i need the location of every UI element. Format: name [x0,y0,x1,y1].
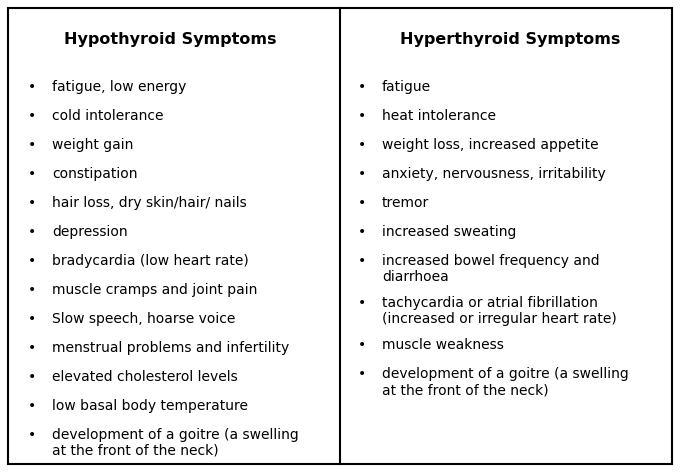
Text: •: • [358,80,367,94]
Text: tachycardia or atrial fibrillation: tachycardia or atrial fibrillation [382,296,598,310]
Text: hair loss, dry skin/hair/ nails: hair loss, dry skin/hair/ nails [52,196,247,210]
Text: •: • [28,283,36,297]
Text: •: • [358,254,367,268]
Text: fatigue: fatigue [382,80,431,94]
Text: •: • [358,296,367,310]
Text: •: • [28,167,36,181]
Text: bradycardia (low heart rate): bradycardia (low heart rate) [52,254,249,268]
Text: diarrhoea: diarrhoea [382,270,449,284]
Text: •: • [28,399,36,413]
Text: •: • [28,138,36,152]
Text: •: • [28,370,36,384]
Text: •: • [358,367,367,381]
Text: at the front of the neck): at the front of the neck) [382,383,549,397]
Text: muscle cramps and joint pain: muscle cramps and joint pain [52,283,257,297]
Text: elevated cholesterol levels: elevated cholesterol levels [52,370,238,384]
Text: increased bowel frequency and: increased bowel frequency and [382,254,600,268]
Text: tremor: tremor [382,196,429,210]
Text: development of a goitre (a swelling: development of a goitre (a swelling [52,428,299,442]
Text: muscle weakness: muscle weakness [382,338,504,352]
Text: •: • [28,341,36,355]
Text: •: • [28,109,36,123]
Text: anxiety, nervousness, irritability: anxiety, nervousness, irritability [382,167,606,181]
Text: •: • [358,196,367,210]
Text: cold intolerance: cold intolerance [52,109,163,123]
Text: Slow speech, hoarse voice: Slow speech, hoarse voice [52,312,235,326]
Text: Hyperthyroid Symptoms: Hyperthyroid Symptoms [400,32,620,47]
Text: •: • [28,428,36,442]
Text: Hypothyroid Symptoms: Hypothyroid Symptoms [64,32,276,47]
Text: increased sweating: increased sweating [382,225,516,239]
Text: •: • [358,138,367,152]
Text: at the front of the neck): at the front of the neck) [52,444,219,458]
Text: •: • [28,312,36,326]
Text: fatigue, low energy: fatigue, low energy [52,80,186,94]
Text: weight loss, increased appetite: weight loss, increased appetite [382,138,598,152]
Text: (increased or irregular heart rate): (increased or irregular heart rate) [382,312,617,326]
Text: •: • [358,167,367,181]
Text: weight gain: weight gain [52,138,133,152]
Text: low basal body temperature: low basal body temperature [52,399,248,413]
Text: •: • [358,109,367,123]
Text: •: • [28,80,36,94]
Text: heat intolerance: heat intolerance [382,109,496,123]
Text: constipation: constipation [52,167,137,181]
Text: depression: depression [52,225,128,239]
Text: development of a goitre (a swelling: development of a goitre (a swelling [382,367,629,381]
Text: •: • [358,338,367,352]
Text: •: • [28,196,36,210]
Text: •: • [28,254,36,268]
Text: •: • [358,225,367,239]
Text: •: • [28,225,36,239]
Text: menstrual problems and infertility: menstrual problems and infertility [52,341,289,355]
